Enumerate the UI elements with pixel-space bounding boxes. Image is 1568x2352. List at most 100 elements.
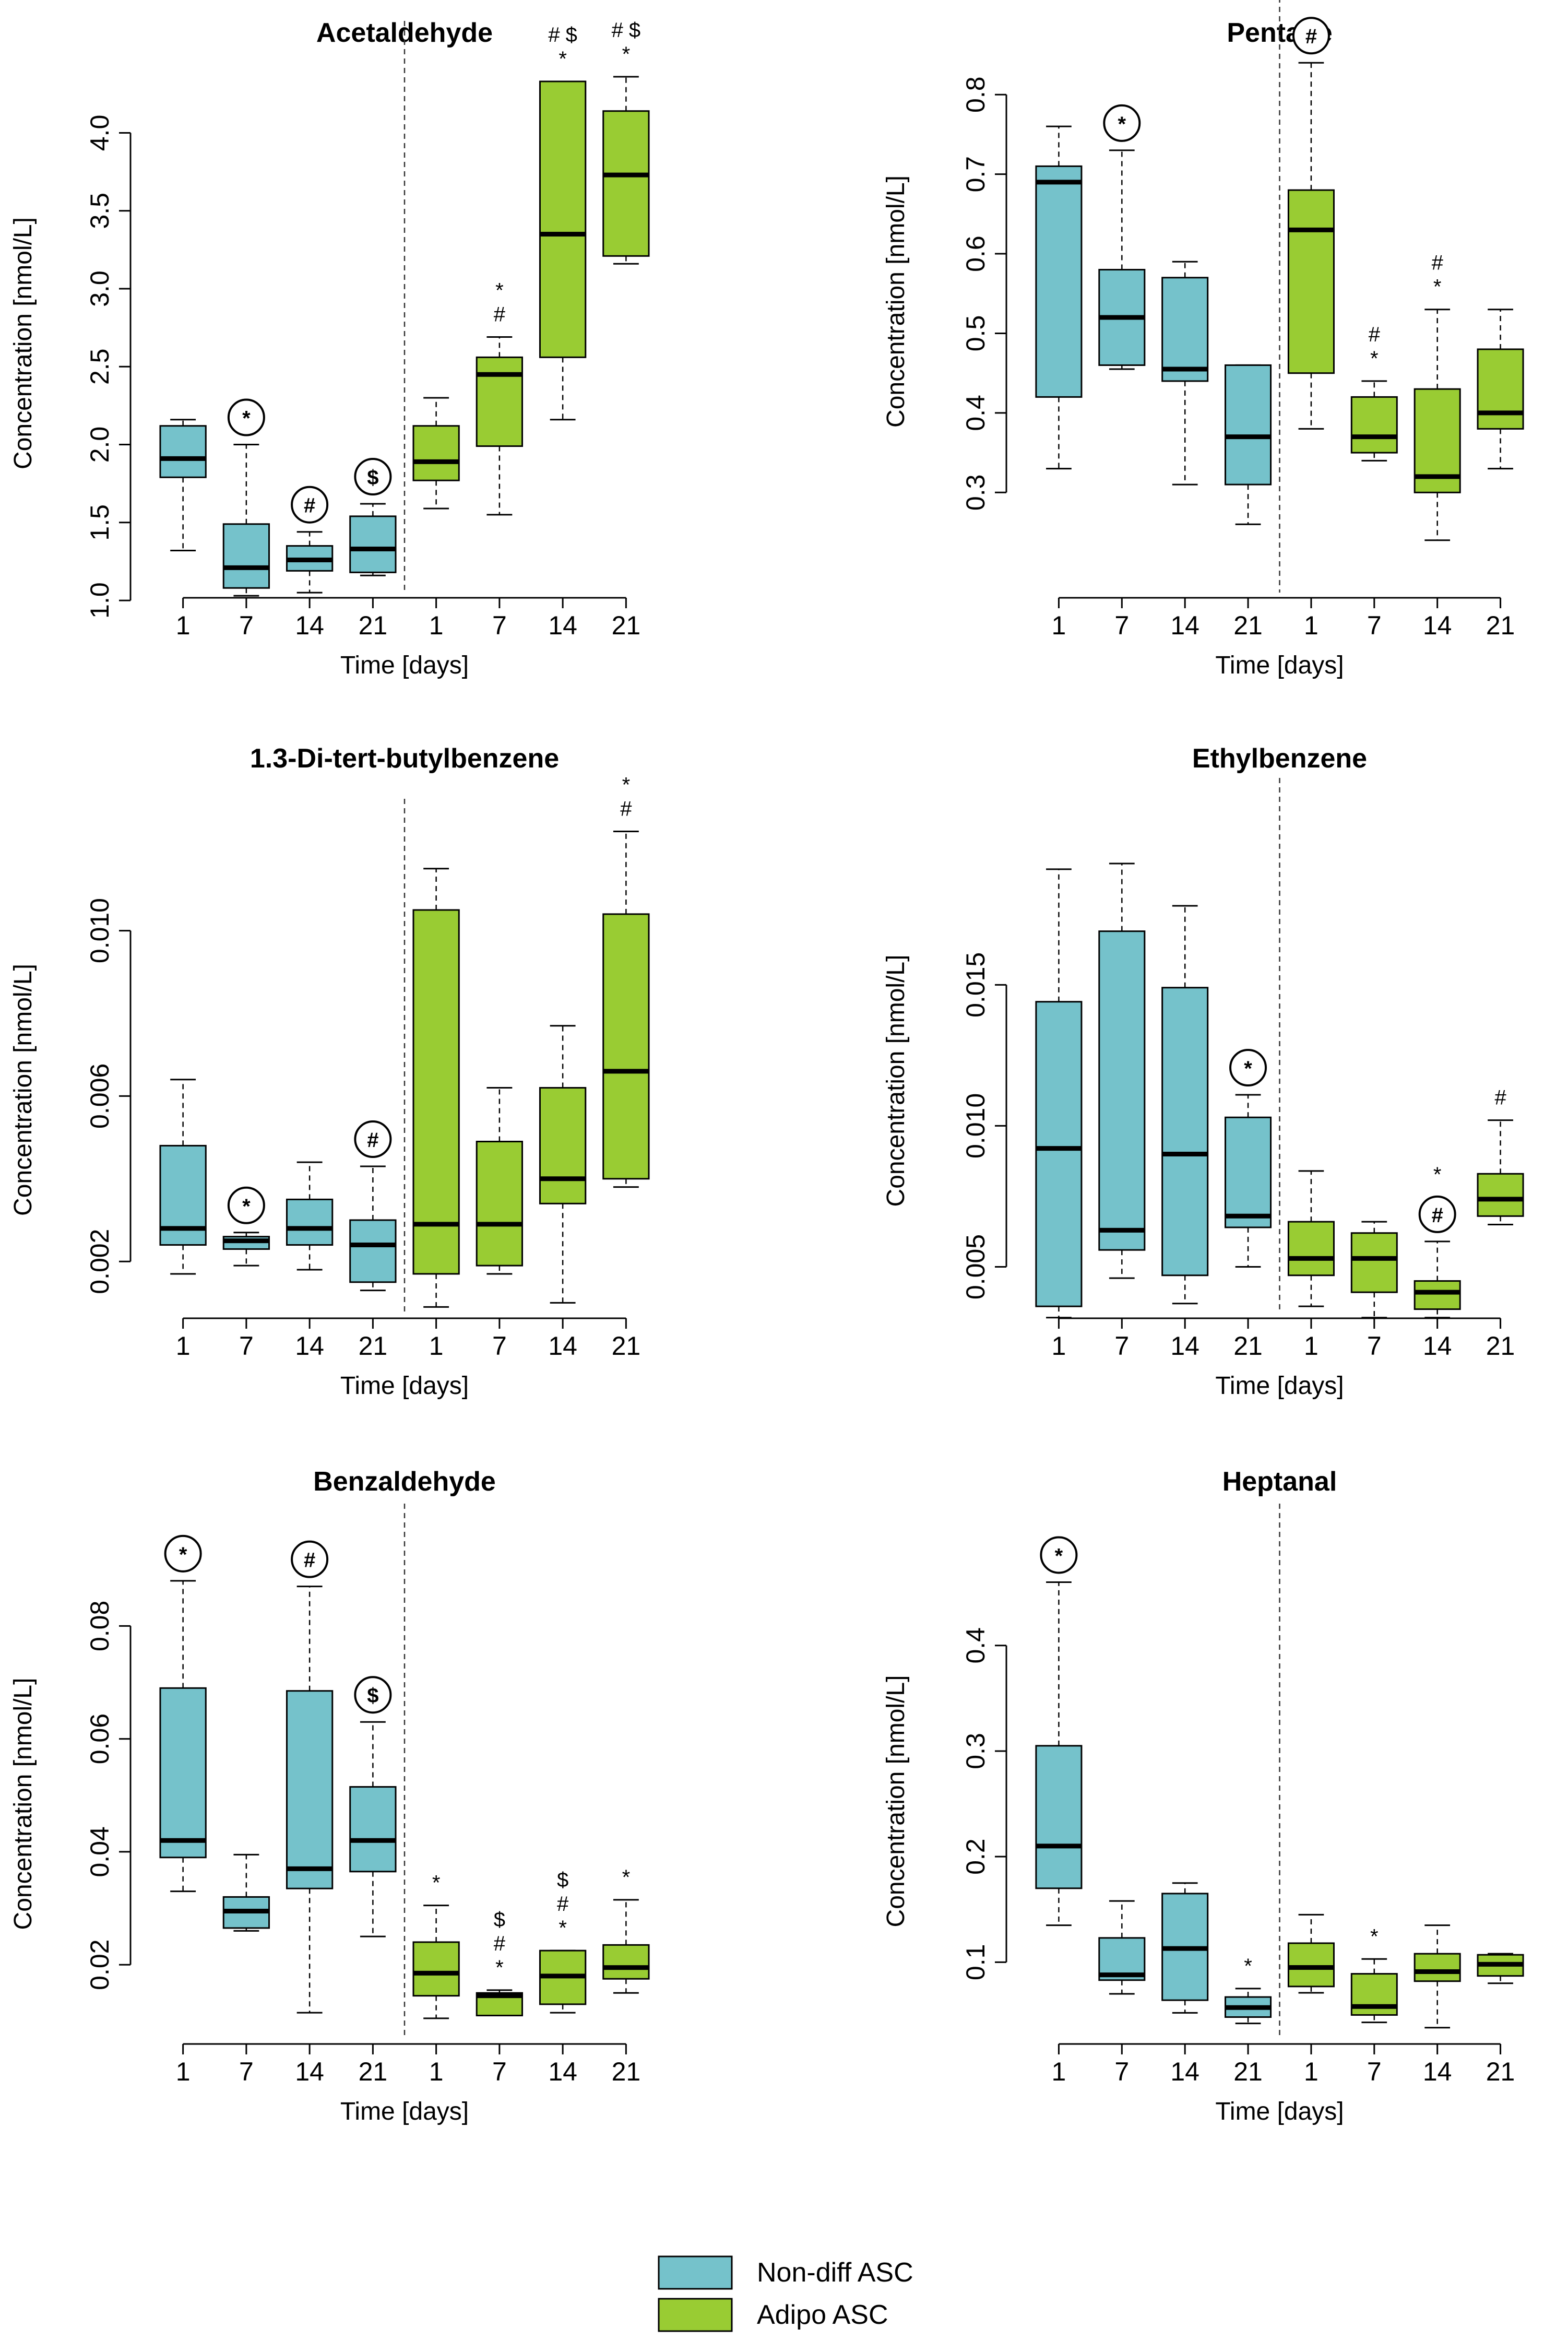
significance-marker: *: [1118, 113, 1126, 136]
significance-marker: *: [622, 1866, 631, 1889]
y-tick-label: 0.015: [961, 952, 990, 1018]
x-tick-label: 14: [548, 1331, 577, 1361]
box-iqr: [602, 913, 650, 1180]
box-plot: [476, 1087, 524, 1275]
significance-marker: #: [1369, 323, 1381, 346]
box-plot: [1477, 1953, 1524, 1984]
significance-circle: [1103, 104, 1141, 142]
box-plot: [602, 830, 650, 1188]
significance-marker: #: [494, 1932, 506, 1955]
x-tick-label: 7: [1367, 1331, 1382, 1361]
significance-marker: #: [1432, 252, 1444, 275]
y-tick-label: 0.04: [85, 1826, 114, 1877]
y-tick-label: 0.2: [961, 1838, 990, 1875]
box-plot: [412, 397, 460, 510]
y-tick-label: 1.0: [85, 582, 114, 619]
box-plot: [1035, 1581, 1083, 1926]
x-tick-label: 14: [1423, 611, 1452, 640]
significance-marker: # $: [612, 19, 641, 42]
box-iqr: [1413, 1953, 1461, 1982]
box-iqr: [286, 1198, 334, 1246]
legend-label-non-diff: Non-diff ASC: [757, 2258, 913, 2288]
x-axis-label: Time [days]: [340, 652, 469, 679]
box-iqr: [1350, 1232, 1398, 1293]
x-tick-label: 1: [429, 611, 444, 640]
y-tick-label: 2.0: [85, 427, 114, 463]
chart-panel: Heptanal 0.1 0.2 0.3 0.4 Concentration [nmol/…: [882, 1467, 1524, 2125]
box-iqr: [159, 425, 207, 478]
x-tick-label: 21: [1486, 2057, 1515, 2086]
x-tick-label: 14: [548, 2057, 577, 2086]
y-tick-label: 0.06: [85, 1713, 114, 1764]
significance-circle: [164, 1534, 202, 1573]
box-iqr: [222, 523, 270, 589]
significance-marker: # $: [548, 23, 577, 46]
box-iqr: [1477, 1173, 1524, 1217]
box-plot: [1225, 364, 1272, 525]
x-axis-label: Time [days]: [340, 1372, 469, 1400]
significance-marker: *: [1055, 1544, 1063, 1567]
x-tick-label: 1: [1304, 2057, 1318, 2086]
box-iqr: [349, 1219, 397, 1283]
x-tick-label: 7: [492, 1331, 507, 1361]
box-plot: [602, 1899, 650, 1994]
y-tick-label: 0.010: [961, 1093, 990, 1159]
y-tick-label: 0.005: [961, 1234, 990, 1299]
box-plot: [1477, 1119, 1524, 1226]
box-plot: [286, 1161, 334, 1271]
significance-marker: *: [179, 1543, 187, 1566]
significance-marker: *: [1433, 1163, 1442, 1186]
y-tick-label: 0.006: [85, 1063, 114, 1129]
box-iqr: [286, 1690, 334, 1889]
x-tick-label: 1: [1304, 1331, 1318, 1361]
box-iqr: [1161, 987, 1209, 1277]
box-plot: [159, 419, 207, 552]
box-plot: [222, 1853, 270, 1932]
significance-marker: $: [557, 1869, 568, 1892]
y-tick-label: 0.6: [961, 235, 990, 272]
box-iqr: [1350, 396, 1398, 454]
box-iqr: [1225, 364, 1272, 486]
significance-marker: *: [242, 1195, 251, 1218]
box-plot: [286, 1586, 334, 2014]
box-plot: [1350, 1958, 1398, 2024]
x-tick-label: 21: [1233, 611, 1263, 640]
significance-marker: *: [1370, 1925, 1379, 1948]
chart-panel: Ethylbenzene 0.005 0.010 0.015 Concentration…: [882, 743, 1524, 1400]
x-tick-label: 14: [295, 611, 324, 640]
box-iqr: [602, 110, 650, 257]
x-tick-label: 14: [1170, 611, 1199, 640]
y-axis-label: Concentration [nmol/L]: [9, 217, 37, 469]
x-tick-label: 21: [1233, 1331, 1263, 1361]
x-tick-label: 7: [1114, 1331, 1129, 1361]
box-plot: [1225, 1094, 1272, 1268]
box-plot: [222, 1232, 270, 1267]
x-tick-label: 1: [1304, 611, 1318, 640]
box-plot: [286, 531, 334, 594]
x-tick-label: 14: [295, 2057, 324, 2086]
x-tick-label: 7: [1367, 2057, 1382, 2086]
box-iqr: [1287, 189, 1335, 374]
y-tick-label: 4.0: [85, 115, 114, 151]
x-tick-label: 21: [359, 1331, 388, 1361]
box-plot: [1287, 1913, 1335, 1994]
significance-circle: [1418, 1195, 1456, 1233]
box-plot: [349, 1165, 397, 1292]
box-plot: [539, 1025, 587, 1304]
significance-marker: $: [367, 1684, 378, 1707]
significance-marker: *: [622, 773, 631, 796]
x-tick-label: 21: [1486, 611, 1515, 640]
y-axis-label: Concentration [nmol/L]: [882, 175, 910, 428]
box-plot: [1287, 1170, 1335, 1307]
legend-swatch-non-diff: [658, 2255, 733, 2290]
box-iqr: [349, 515, 397, 573]
y-tick-label: 0.4: [961, 395, 990, 431]
significance-circle: [354, 1676, 392, 1714]
box-plot: [476, 1989, 524, 2017]
box-plot: [1287, 62, 1335, 430]
x-tick-label: 1: [1052, 611, 1066, 640]
x-tick-label: 7: [239, 1331, 254, 1361]
y-axis-label: Concentration [nmol/L]: [9, 1678, 37, 1930]
y-tick-label: 1.5: [85, 504, 114, 541]
y-tick-label: 0.4: [961, 1627, 990, 1664]
